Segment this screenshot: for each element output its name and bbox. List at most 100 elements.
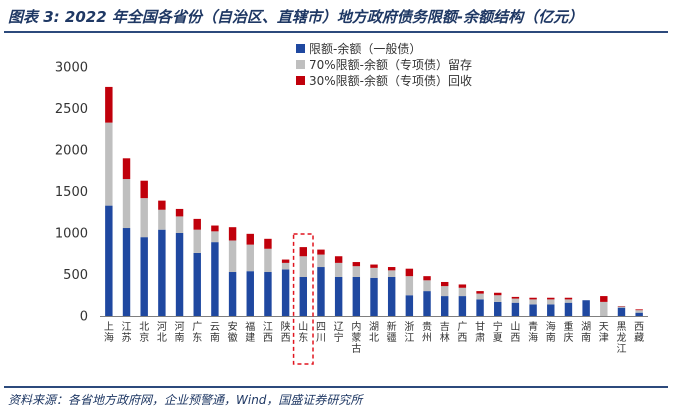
- bar-segment: [511, 298, 520, 303]
- x-tick-label: 四川: [316, 322, 326, 344]
- bar-segment: [635, 312, 643, 316]
- x-tick-label: 江苏: [122, 321, 132, 344]
- bar-segment: [370, 264, 378, 268]
- bar-segment: [122, 179, 131, 229]
- bar-segment: [264, 272, 272, 316]
- bar-segment: [405, 295, 414, 316]
- bar-segment: [405, 268, 414, 277]
- bar-segment: [370, 277, 378, 316]
- legend-label-general-bond: 限额-余额（一般债）: [309, 41, 422, 56]
- x-tick-label: 山东: [298, 321, 308, 344]
- bar-segment: [440, 281, 449, 287]
- bar-segment: [158, 200, 166, 210]
- bar-segment: [529, 304, 537, 316]
- bar-segment: [476, 291, 484, 294]
- bar-segment: [334, 276, 343, 316]
- bar-segment: [264, 248, 272, 273]
- bar-segment: [175, 208, 184, 217]
- bar-segment: [440, 286, 449, 297]
- bar-segment: [211, 231, 219, 243]
- legend-item-special-recovered: 30%限额-余额（专项债）回收: [296, 72, 536, 88]
- x-tick-label: 陕西: [281, 320, 291, 344]
- bar-segment: [140, 180, 148, 199]
- bar-segment: [299, 256, 308, 277]
- bar-segment: [405, 276, 414, 296]
- x-tick-label: 山西: [510, 321, 520, 344]
- x-tick-label: 湖南: [581, 321, 591, 344]
- bar-segment: [352, 266, 361, 277]
- bar-segment: [564, 297, 573, 300]
- bar-segment: [299, 276, 308, 316]
- bar-segment: [228, 272, 237, 316]
- bar-segment: [317, 254, 325, 268]
- source-note: 资料来源：各省地方政府网，企业预警通，Wind，国盛证券研究所: [8, 393, 363, 407]
- bar-segment: [423, 291, 431, 316]
- title-divider: [4, 31, 668, 33]
- bar-segment: [193, 218, 201, 230]
- bar-segment: [105, 205, 113, 316]
- bar-segment: [440, 296, 449, 316]
- bar-segment: [387, 276, 396, 316]
- x-tick-label: 宁夏: [493, 320, 503, 344]
- bar-segment: [281, 262, 290, 270]
- bar-segment: [140, 237, 148, 316]
- bar-segment: [211, 242, 219, 316]
- x-tick-label: 河北: [157, 321, 167, 344]
- highlight-box: [292, 233, 314, 365]
- legend-label-special-retained: 70%限额-余额（专项债）留存: [309, 57, 473, 72]
- legend-item-special-retained: 70%限额-余额（专项债）留存: [296, 56, 536, 72]
- bar-segment: [317, 249, 325, 255]
- bar-segment: [281, 269, 290, 316]
- bar-segment: [158, 209, 166, 230]
- bar-segment: [423, 276, 431, 281]
- y-axis: 0 500 1000 1500 2000 2500 3000: [55, 61, 88, 325]
- bar-segment: [387, 270, 396, 277]
- x-tick-label: 甘肃: [475, 320, 485, 344]
- legend-item-general-bond: 限额-余额（一般债）: [296, 40, 536, 56]
- bar-segment: [246, 244, 254, 272]
- bar-segment: [600, 296, 608, 302]
- bar-segment: [140, 198, 148, 238]
- bar-segment: [175, 216, 184, 233]
- bar-segment: [299, 247, 308, 257]
- bar-segment: [458, 287, 467, 297]
- bar-segment: [387, 267, 396, 271]
- bar-segment: [458, 296, 467, 316]
- bar-segment: [635, 309, 643, 311]
- bar-segment: [264, 238, 272, 249]
- legend-swatch-general-bond: [296, 43, 305, 53]
- source-divider: [4, 386, 668, 388]
- legend-label-special-recovered: 30%限额-余额（专项债）回收: [309, 73, 473, 88]
- y-tick-label: 3000: [55, 61, 88, 76]
- bar-segment: [617, 306, 626, 308]
- bar-segment: [122, 228, 131, 316]
- x-tick-label: 内蒙古: [351, 320, 361, 355]
- bar-segment: [246, 233, 254, 245]
- bar-segment: [494, 292, 502, 296]
- bar-segment: [564, 302, 573, 316]
- x-tick-label: 福建: [245, 320, 255, 344]
- bar-segment: [547, 299, 555, 305]
- x-tick-label: 辽宁: [334, 321, 344, 344]
- x-tick-label: 浙江: [404, 321, 414, 344]
- bar-segment: [122, 158, 131, 180]
- bar-segment: [352, 262, 361, 267]
- bar-segment: [564, 299, 573, 303]
- bar-segment: [158, 229, 166, 316]
- bar-segment: [352, 276, 361, 316]
- x-tick-label: 湖北: [369, 321, 379, 344]
- y-tick-label: 2500: [55, 102, 88, 117]
- x-tick-label: 新疆: [387, 320, 397, 344]
- highlight-box-group: [292, 233, 314, 365]
- bar-segment: [175, 233, 184, 316]
- bar-segment: [617, 307, 626, 316]
- bar-segment: [511, 302, 520, 316]
- bar-segment: [193, 252, 201, 316]
- bar-segment: [547, 297, 555, 300]
- x-tick-label: 河南: [175, 321, 185, 344]
- bar-segment: [582, 300, 590, 316]
- bar-segment: [423, 280, 431, 292]
- x-tick-label: 吉林: [440, 321, 450, 344]
- bar-segment: [228, 227, 237, 241]
- x-tick-label: 重庆: [563, 320, 573, 344]
